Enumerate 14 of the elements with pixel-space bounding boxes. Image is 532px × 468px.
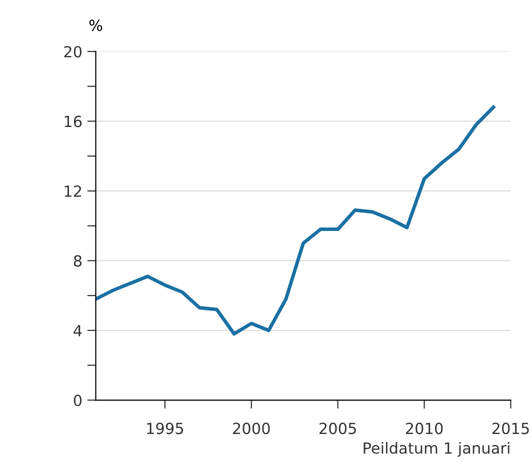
y-tick-label: 12 (64, 185, 82, 197)
x-tick-label: 2000 (233, 422, 270, 434)
x-tick-label: 2005 (320, 422, 356, 434)
y-tick-label: 8 (74, 255, 82, 267)
x-tick-label: 2015 (492, 422, 529, 434)
x-tick-label: 1995 (147, 422, 184, 434)
y-tick-label: 16 (64, 116, 82, 128)
y-axis-title: % (89, 20, 102, 32)
y-tick-label: 4 (74, 325, 82, 336)
x-tick-label: 2010 (406, 422, 443, 434)
x-axis-title: Peildatum 1 januari (364, 442, 510, 457)
line-series (96, 106, 496, 336)
y-tick-label: 20 (64, 46, 82, 58)
y-tick-label: 0 (74, 394, 82, 406)
